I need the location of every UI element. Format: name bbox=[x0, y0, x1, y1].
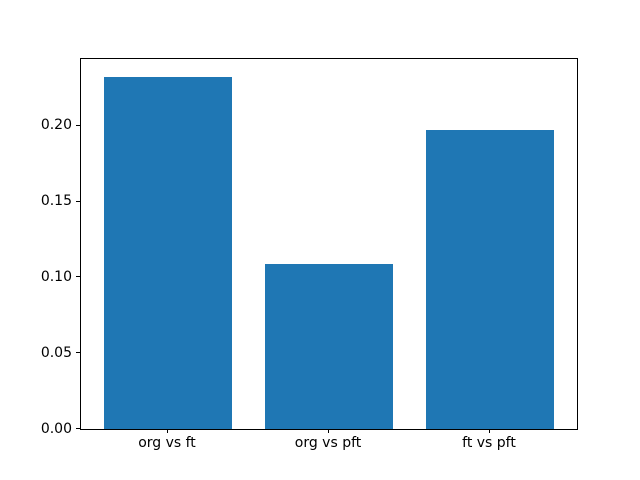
y-tick-mark bbox=[76, 124, 80, 126]
y-tick-label: 0.05 bbox=[40, 344, 72, 361]
bar-org-vs-ft bbox=[103, 77, 233, 429]
y-tick-mark bbox=[76, 276, 80, 278]
x-tick-label: org vs ft bbox=[138, 435, 196, 451]
y-tick-label: 0.10 bbox=[40, 268, 72, 285]
bar-org-vs-pft bbox=[264, 263, 394, 429]
y-tick-mark bbox=[76, 428, 80, 429]
x-tick-mark bbox=[167, 429, 168, 433]
y-tick-mark bbox=[76, 352, 80, 354]
y-tick-label: 0.20 bbox=[40, 117, 72, 134]
x-tick-mark bbox=[489, 429, 490, 433]
x-tick-label: org vs pft bbox=[294, 435, 362, 451]
bar-ft-vs-pft bbox=[425, 130, 555, 429]
y-tick-mark bbox=[76, 200, 80, 202]
plot-area bbox=[80, 58, 578, 430]
y-tick-label: 0.00 bbox=[40, 420, 72, 437]
x-tick-label: ft vs pft bbox=[462, 435, 516, 451]
y-tick-label: 0.15 bbox=[40, 193, 72, 209]
x-tick-mark bbox=[328, 429, 329, 433]
